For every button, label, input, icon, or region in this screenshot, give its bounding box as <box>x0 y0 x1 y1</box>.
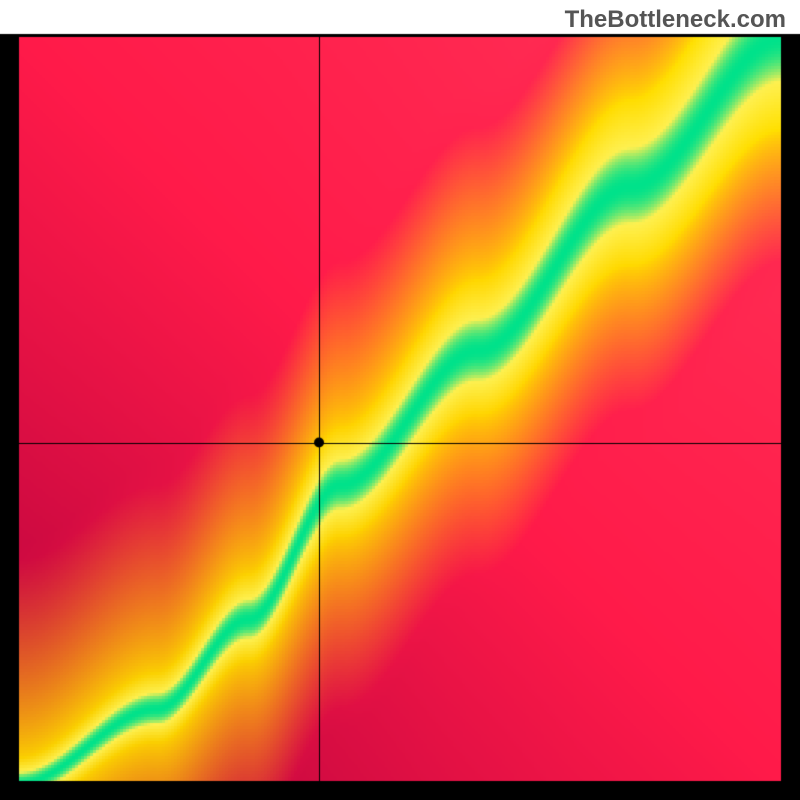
bottleneck-heatmap: TheBottleneck.com <box>0 0 800 800</box>
heatmap-canvas <box>0 0 800 800</box>
watermark-text: TheBottleneck.com <box>565 6 786 34</box>
